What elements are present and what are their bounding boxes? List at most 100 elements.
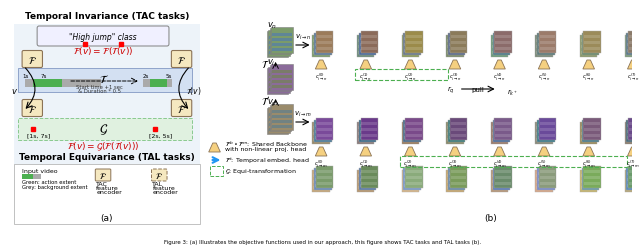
- Bar: [492, 186, 508, 189]
- Bar: [26, 80, 101, 88]
- Bar: [449, 184, 465, 187]
- Bar: [629, 171, 640, 174]
- Bar: [629, 129, 640, 132]
- Bar: [627, 137, 640, 140]
- Bar: [492, 40, 508, 43]
- Bar: [540, 171, 556, 174]
- Bar: [582, 184, 598, 187]
- Bar: [404, 178, 420, 181]
- Bar: [315, 184, 331, 187]
- Bar: [360, 44, 375, 47]
- Bar: [268, 85, 287, 88]
- Bar: [625, 127, 640, 130]
- Bar: [314, 133, 329, 136]
- Text: $c_{i\to n}^{(7)}$: $c_{i\to n}^{(7)}$: [627, 72, 639, 83]
- Bar: [272, 110, 292, 113]
- Bar: [272, 33, 292, 36]
- Bar: [314, 186, 329, 189]
- Bar: [317, 123, 332, 126]
- Bar: [536, 138, 552, 141]
- Bar: [357, 122, 374, 144]
- Polygon shape: [209, 143, 220, 152]
- Bar: [358, 52, 374, 55]
- Bar: [629, 135, 640, 138]
- Bar: [268, 53, 287, 56]
- Text: 7s: 7s: [41, 74, 47, 79]
- Bar: [317, 129, 332, 132]
- Bar: [582, 121, 599, 143]
- Bar: [406, 48, 422, 51]
- Bar: [269, 46, 289, 49]
- Bar: [404, 44, 420, 47]
- Text: $\mathcal{F}$: $\mathcal{F}$: [177, 103, 186, 114]
- Bar: [536, 186, 552, 189]
- Text: $c_{i\to m}^{(6)}$: $c_{i\to m}^{(6)}$: [582, 158, 596, 170]
- Bar: [495, 183, 511, 186]
- Bar: [584, 177, 600, 180]
- Bar: [315, 125, 331, 128]
- Bar: [362, 183, 377, 186]
- Bar: [360, 119, 378, 141]
- Bar: [627, 178, 640, 181]
- Text: feature: feature: [152, 186, 175, 191]
- Polygon shape: [493, 147, 506, 156]
- Bar: [625, 36, 640, 58]
- Bar: [582, 178, 598, 181]
- Bar: [625, 170, 640, 192]
- Bar: [582, 44, 598, 47]
- Polygon shape: [538, 61, 550, 70]
- Bar: [539, 167, 556, 189]
- Bar: [316, 119, 333, 141]
- Bar: [143, 80, 172, 88]
- Bar: [269, 73, 289, 76]
- Bar: [269, 128, 289, 131]
- Bar: [270, 106, 291, 132]
- Bar: [448, 121, 465, 143]
- Bar: [406, 135, 422, 138]
- Bar: [584, 167, 601, 189]
- Bar: [451, 183, 466, 186]
- Text: encoder: encoder: [96, 190, 122, 195]
- Bar: [270, 66, 291, 92]
- Bar: [540, 123, 556, 126]
- Bar: [317, 36, 332, 39]
- Text: & Duration * 0.5: & Duration * 0.5: [77, 88, 121, 93]
- Text: feature: feature: [96, 186, 119, 191]
- Text: $v$: $v$: [12, 86, 19, 95]
- Bar: [271, 27, 292, 53]
- FancyBboxPatch shape: [37, 27, 169, 47]
- Bar: [540, 36, 556, 39]
- Bar: [584, 119, 601, 141]
- Bar: [495, 123, 511, 126]
- Bar: [268, 119, 287, 122]
- Text: $r_q$: $r_q$: [447, 84, 455, 95]
- Bar: [406, 36, 422, 39]
- Bar: [267, 109, 288, 135]
- Bar: [404, 184, 420, 187]
- Bar: [268, 30, 290, 56]
- Bar: [581, 127, 596, 130]
- Bar: [406, 177, 422, 180]
- Polygon shape: [583, 147, 595, 156]
- Bar: [403, 180, 418, 183]
- FancyBboxPatch shape: [95, 169, 111, 181]
- Bar: [584, 183, 600, 186]
- Bar: [272, 75, 292, 78]
- Bar: [360, 50, 375, 53]
- Text: $c_{i\to m}^{(3)}$: $c_{i\to m}^{(3)}$: [448, 158, 462, 170]
- Bar: [537, 34, 555, 56]
- Bar: [268, 130, 287, 133]
- Polygon shape: [316, 147, 327, 156]
- Bar: [449, 131, 465, 134]
- Text: $\mathcal{F}$: $\mathcal{F}$: [156, 170, 163, 180]
- Bar: [268, 38, 287, 41]
- Bar: [404, 50, 420, 53]
- Polygon shape: [627, 61, 639, 70]
- Bar: [314, 169, 332, 191]
- Bar: [536, 52, 552, 55]
- Bar: [18, 69, 192, 93]
- Bar: [403, 133, 418, 136]
- Bar: [540, 42, 556, 45]
- Text: $\mathcal{F}$: $\mathcal{F}$: [28, 103, 36, 114]
- Bar: [629, 48, 640, 51]
